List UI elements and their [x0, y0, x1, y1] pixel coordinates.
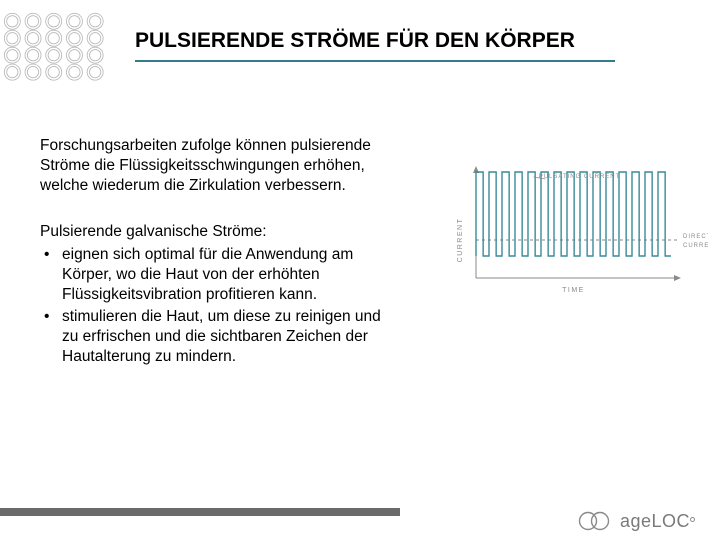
logo-rings-icon — [576, 510, 612, 532]
slide-title: PULSIERENDE STRÖME FÜR DEN KÖRPER — [135, 28, 615, 62]
body-text: Forschungsarbeiten zufolge können pulsie… — [40, 136, 400, 369]
decor-rings — [0, 10, 115, 90]
svg-text:DIRECT: DIRECT — [683, 234, 708, 240]
subheading: Pulsierende galvanische Ströme: — [40, 222, 400, 242]
brand-logo: ageLOC — [576, 510, 696, 532]
svg-text:TIME: TIME — [562, 287, 585, 294]
bullet-item: eignen sich optimal für die Anwendung am… — [40, 245, 400, 305]
logo-text: ageLOC — [620, 511, 696, 532]
pulsating-current-chart: CURRENT TIME PULSATING CURRENT DIRECT CURREN… — [448, 160, 708, 310]
footer-bar — [0, 508, 400, 516]
bullet-list: eignen sich optimal für die Anwendung am… — [40, 245, 400, 368]
svg-text:CURRENT: CURRENT — [683, 243, 708, 249]
svg-text:CURRENT: CURRENT — [457, 218, 464, 263]
svg-text:PULSATING CURRENT: PULSATING CURRENT — [539, 174, 621, 180]
bullet-item: stimulieren die Haut, um diese zu reinig… — [40, 307, 400, 367]
intro-paragraph: Forschungsarbeiten zufolge können pulsie… — [40, 136, 400, 196]
